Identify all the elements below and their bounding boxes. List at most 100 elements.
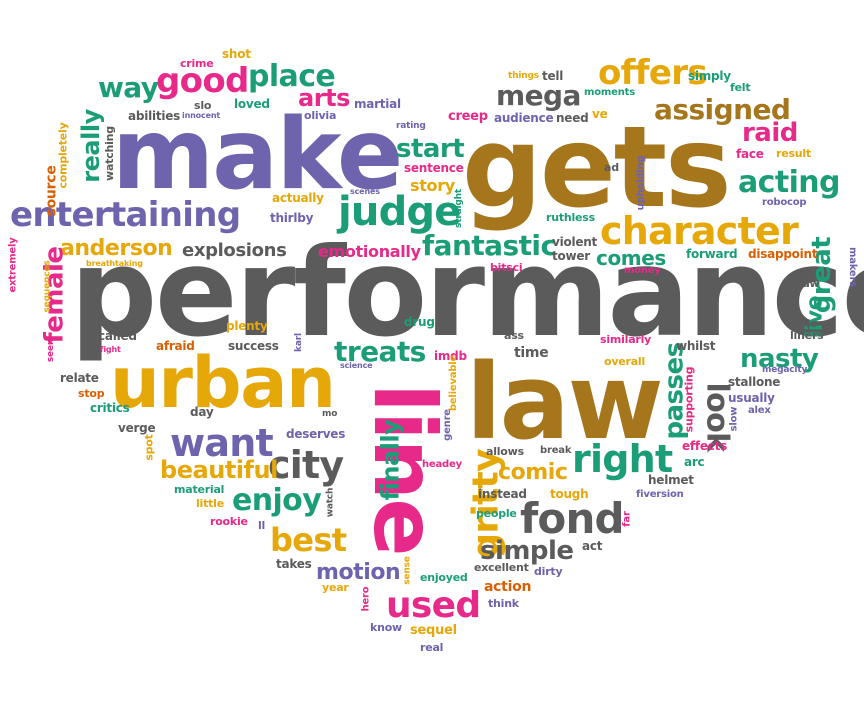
word-felt: felt: [730, 81, 751, 94]
word-need: need: [556, 111, 589, 125]
word-instead: instead: [478, 487, 527, 501]
word-slow: slow: [728, 406, 740, 432]
word-make: make: [112, 98, 403, 212]
word-act: act: [582, 539, 603, 553]
word-liners: liners: [790, 329, 824, 342]
word-beautiful: beautiful: [160, 456, 278, 484]
word-saw: saw: [796, 277, 820, 290]
word-allows: allows: [486, 445, 524, 458]
word-science: science: [340, 361, 373, 370]
word-megacity: megacity: [762, 365, 808, 375]
word-sense: sense: [402, 556, 413, 585]
word-disappoint: disappoint: [748, 247, 818, 261]
word-helmet: helmet: [648, 473, 694, 487]
word-day: day: [190, 405, 214, 419]
word-martial: martial: [354, 97, 401, 111]
word-ad: ad: [604, 161, 619, 174]
word-genre: genre: [441, 409, 453, 441]
word-want: want: [170, 421, 274, 465]
word-stallone: stallone: [728, 375, 781, 389]
word-ve: ve: [592, 107, 608, 121]
word-mega: mega: [496, 79, 581, 112]
word-slo: slo: [194, 99, 212, 112]
word-rating: rating: [396, 121, 426, 131]
word-think: think: [488, 597, 519, 610]
word-break: break: [540, 445, 572, 456]
word-know: know: [370, 621, 402, 634]
word-finally: finally: [376, 419, 405, 501]
word-thirlby: thirlby: [270, 211, 314, 225]
word-judge: judge: [338, 189, 461, 235]
word-afraid: afraid: [156, 339, 195, 353]
word-abilities: abilities: [128, 109, 180, 123]
word-comic: comic: [498, 460, 568, 485]
word-right: right: [572, 437, 673, 481]
word-best: best: [270, 521, 347, 559]
word-people: people: [476, 507, 517, 520]
word-usually: usually: [728, 391, 775, 405]
word-result: result: [776, 147, 811, 160]
word-actually: actually: [272, 191, 324, 205]
word-assigned: assigned: [654, 93, 791, 126]
word-excellent: excellent: [474, 561, 529, 574]
word-critics: critics: [90, 401, 130, 415]
word-fiversion: fiversion: [636, 489, 684, 500]
word-simple: simple: [480, 536, 574, 566]
word-creep: creep: [448, 109, 488, 124]
word-tough: tough: [550, 487, 589, 501]
word-fond: fond: [520, 494, 625, 543]
word-imdb: imdb: [434, 349, 467, 363]
word-face: face: [736, 147, 764, 161]
word-supporting: supporting: [682, 366, 696, 433]
word-city: city: [268, 443, 344, 487]
word-start: start: [396, 134, 465, 164]
word-violent: violent: [552, 235, 598, 249]
word-time: time: [514, 345, 549, 361]
word-arts: arts: [298, 84, 350, 112]
word-plenty: plenty: [226, 319, 268, 333]
word-overall: overall: [604, 355, 646, 368]
word-olivia: olivia: [304, 109, 337, 122]
word-money: money: [624, 265, 661, 276]
word-enjoyed: enjoyed: [420, 571, 468, 584]
word-little: little: [196, 497, 224, 510]
word-comes: comes: [596, 246, 666, 270]
word-whilst: whilst: [676, 339, 716, 353]
word-forward: forward: [686, 247, 738, 261]
word-drug: drug: [404, 315, 435, 329]
word-performance: performance: [70, 222, 864, 364]
word-really: really: [76, 109, 105, 183]
word-hero: hero: [360, 586, 372, 612]
word-mo: mo: [322, 409, 338, 419]
word-effects: effects: [682, 439, 728, 453]
word-real: real: [420, 641, 444, 654]
word-ruthless: ruthless: [546, 211, 595, 224]
word-fantastic: fantastic: [422, 229, 557, 262]
word-law: law: [466, 341, 664, 463]
word-breathtaking: breathtaking: [86, 259, 143, 268]
word-ll: ll: [258, 519, 266, 532]
word-sentence: sentence: [404, 161, 464, 175]
word-verge: verge: [118, 421, 156, 435]
word-dirty: dirty: [534, 565, 563, 578]
word-relate: relate: [60, 371, 99, 385]
word-sequences: sequences: [42, 260, 53, 313]
word-far: far: [621, 511, 633, 527]
word-success: success: [228, 339, 279, 353]
word-pete: pete: [790, 317, 818, 330]
word-robocop: robocop: [762, 197, 807, 208]
word-rookie: rookie: [210, 515, 248, 528]
word-way: way: [98, 71, 159, 104]
word-innocent: innocent: [182, 111, 221, 120]
word-seen: seen: [46, 338, 57, 363]
word-extremely: extremely: [7, 237, 19, 293]
word-motion: motion: [316, 560, 401, 585]
word-loved: loved: [234, 97, 270, 111]
word-things: things: [508, 71, 539, 81]
word-tower: tower: [552, 249, 590, 263]
word-sequel: sequel: [410, 623, 457, 638]
word-called: called: [98, 329, 137, 343]
word-anderson: anderson: [60, 236, 173, 261]
word-takes: takes: [276, 557, 312, 571]
